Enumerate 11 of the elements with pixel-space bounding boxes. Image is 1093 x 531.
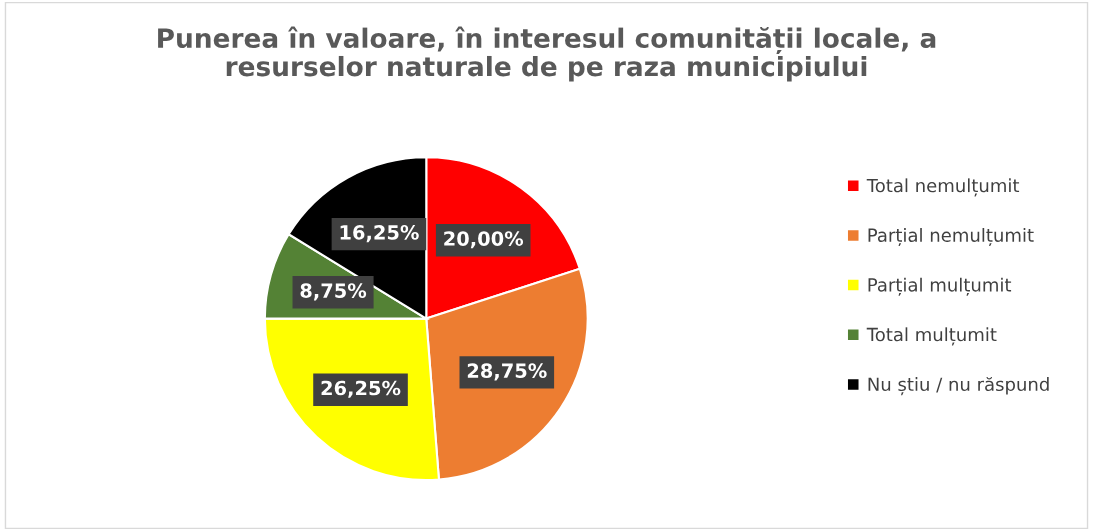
data-label: 16,25% bbox=[340, 225, 419, 243]
chart-title: Punerea în valoare, în interesul comunității locale, a resurselor naturale de pe raza municipiului bbox=[158, 26, 936, 82]
data-label: 26,25% bbox=[321, 380, 401, 398]
legend-label: Total mulțumit bbox=[866, 327, 997, 346]
legend-label: Nu știu / nu răspund bbox=[868, 376, 1049, 396]
legend-label: Total nemulțumit bbox=[866, 178, 1020, 197]
legend-label: Parțial mulțumit bbox=[868, 277, 1012, 296]
data-label: 28,75% bbox=[467, 363, 547, 381]
data-label: 8,75% bbox=[300, 283, 367, 301]
legend-label: Parțial nemulțumit bbox=[868, 228, 1034, 247]
data-label: 20,00% bbox=[444, 231, 524, 249]
